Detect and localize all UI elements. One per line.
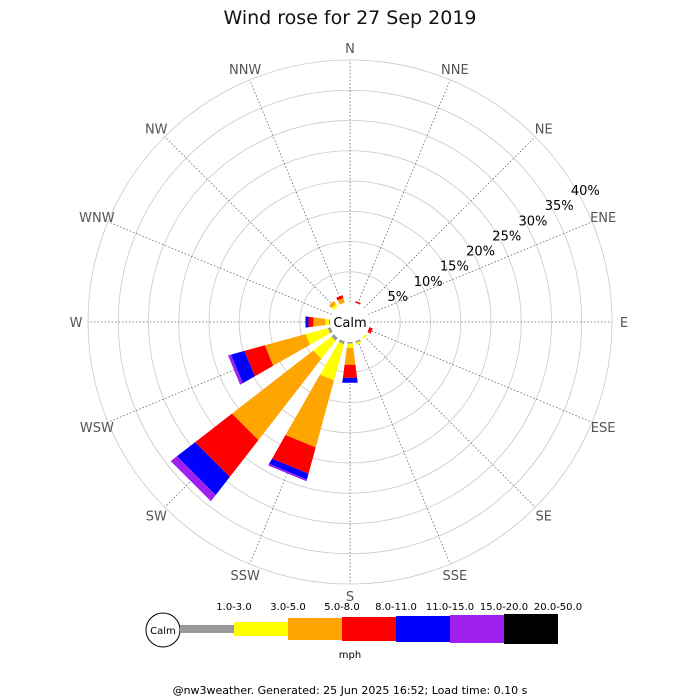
petal-segment [228, 354, 243, 385]
chart-title: Wind rose for 27 Sep 2019 [223, 7, 476, 29]
legend-swatch [180, 625, 234, 633]
petal-segment [269, 458, 309, 480]
polar-grid [87, 59, 613, 585]
legend-bin-label: 11.0-15.0 [426, 602, 474, 613]
petal-segment [355, 301, 361, 305]
petal-segment [362, 334, 368, 340]
legend-swatch [396, 616, 450, 642]
petal-segment [230, 350, 255, 384]
legend-bin-label: 15.0-20.0 [480, 602, 528, 613]
petal-segment [355, 339, 361, 343]
petal-segment [244, 345, 274, 377]
petal-segment [329, 319, 331, 325]
ring-label: 5% [388, 290, 409, 305]
direction-label: SE [536, 510, 552, 525]
legend-swatch [504, 614, 558, 644]
ring-label: 10% [414, 275, 443, 290]
petal-segment [320, 342, 344, 381]
wind-petals [170, 295, 373, 502]
petal-segment [231, 350, 322, 441]
petal-segment [337, 298, 345, 305]
footer-text: @nw3weather. Generated: 25 Jun 2025 16:5… [173, 684, 528, 697]
petal-segment [344, 347, 356, 365]
grid-ring [148, 120, 552, 524]
petal-segment [325, 318, 329, 326]
legend-swatch [234, 622, 288, 636]
calm-label: Calm [333, 316, 366, 331]
legend-units: mph [339, 650, 361, 661]
ring-label: 15% [440, 260, 469, 275]
direction-label: SSE [442, 569, 467, 584]
grid-ring [238, 210, 462, 434]
petal-segment [331, 303, 338, 310]
grid-ring [208, 180, 492, 464]
direction-label: NNW [229, 63, 261, 78]
petal-segment [342, 364, 358, 378]
calm-circle [330, 302, 370, 342]
ring-label: 30% [519, 214, 548, 229]
direction-label: E [620, 316, 628, 331]
petal-segment [336, 295, 344, 301]
petal-segment [195, 413, 259, 477]
direction-label: SSW [230, 569, 260, 584]
legend-bin-label: 8.0-11.0 [375, 602, 417, 613]
legend-bin-label: 5.0-8.0 [324, 602, 359, 613]
petal-segment [264, 334, 310, 366]
legend-bin-label: 20.0-50.0 [534, 602, 582, 613]
direction-label: ESE [591, 421, 616, 436]
petal-segment [338, 339, 345, 345]
direction-label: NW [145, 122, 168, 137]
petal-segment [342, 377, 358, 383]
ring-label: 35% [545, 199, 574, 214]
direction-label: NE [535, 122, 553, 137]
ring-label: 40% [571, 184, 600, 199]
petal-segment [313, 317, 326, 327]
petal-segment [305, 316, 309, 328]
legend-swatch [450, 615, 504, 643]
ring-labels: 5% 10%15%20%25%30%35%40% [388, 184, 600, 305]
direction-labels: N NNE NE ENE E ESE SE SSE S SSW SW WSW W WNW NW NNW [70, 42, 629, 605]
direction-label: W [70, 316, 83, 331]
petal-segment [327, 327, 333, 334]
petal-segment [313, 336, 336, 359]
grid-ring [117, 89, 583, 555]
petal-segment [176, 442, 230, 496]
direction-label: WNW [79, 211, 115, 226]
legend-bin-label: 3.0-5.0 [270, 602, 305, 613]
direction-label: N [345, 42, 355, 57]
direction-label: SW [146, 510, 167, 525]
speed-legend: Calm 1.0-3.0 3.0-5.0 5.0-8.0 8.0-11.0 11.0-15… [145, 602, 582, 661]
petal-segment [331, 334, 338, 341]
legend-swatch [342, 617, 396, 641]
petal-segment [268, 463, 307, 482]
legend-bin-label: 1.0-3.0 [216, 602, 251, 613]
legend-calm-label: Calm [150, 626, 176, 637]
petal-segment [346, 343, 354, 348]
direction-label: S [346, 590, 354, 605]
direction-label: WSW [80, 421, 114, 436]
petal-segment [285, 374, 334, 448]
petal-segment [328, 300, 336, 308]
ring-label: 25% [492, 229, 521, 244]
petal-segment [355, 340, 362, 345]
calm-center: Calm [330, 302, 370, 342]
ring-label: 20% [466, 245, 495, 260]
petal-segment [347, 341, 353, 344]
petal-segment [272, 435, 316, 474]
petal-segment [305, 328, 330, 345]
legend-swatch [288, 618, 342, 640]
petal-segment [170, 456, 216, 502]
direction-label: ENE [590, 211, 616, 226]
petal-segment [308, 316, 314, 328]
direction-label: NNE [441, 63, 469, 78]
